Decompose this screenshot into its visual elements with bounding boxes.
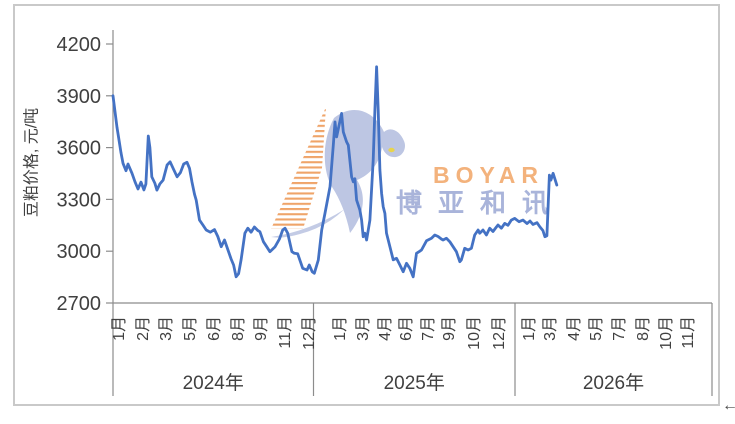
- month-tick-label: 8月: [230, 316, 247, 341]
- logo-underswoosh: [271, 198, 354, 238]
- month-tick-label: 4月: [377, 316, 394, 341]
- chart-frame: [13, 4, 720, 406]
- month-tick-label: 3月: [542, 316, 559, 341]
- y-tick-label: 3300: [57, 189, 102, 211]
- month-tick-label: 1月: [332, 316, 349, 341]
- month-tick-label: 3月: [158, 316, 175, 341]
- month-tick-label: 9月: [253, 316, 270, 341]
- month-tick-label: 8月: [635, 316, 652, 341]
- y-tick-label: 2700: [57, 293, 102, 315]
- logo-bird-eye: [388, 147, 395, 153]
- watermark-boyar-chinese-text: 博亚和讯: [396, 188, 565, 218]
- month-tick-label: 3月: [355, 316, 372, 341]
- month-tick-label: 11月: [680, 316, 697, 349]
- month-tick-label: 12月: [491, 316, 508, 350]
- month-tick-label: 1月: [521, 316, 538, 341]
- month-tick-label: 7月: [611, 316, 628, 341]
- month-tick-label: 11月: [277, 316, 294, 349]
- year-label: 2024年: [183, 372, 244, 394]
- month-tick-label: 4月: [566, 316, 583, 341]
- year-label: 2026年: [583, 372, 644, 394]
- month-tick-label: 12月: [301, 316, 318, 350]
- month-tick-label: 7月: [420, 316, 437, 341]
- watermark-boyar-text: BOYAR: [433, 162, 544, 188]
- month-tick-label: 6月: [206, 316, 223, 341]
- year-label: 2025年: [384, 372, 445, 394]
- month-tick-label: 6月: [398, 316, 415, 341]
- logo-speedlines: [271, 107, 326, 229]
- scroll-left-arrow-icon[interactable]: ←: [722, 397, 735, 414]
- y-tick-label: 4200: [57, 34, 102, 56]
- price-line: [111, 65, 559, 279]
- month-tick-label: 10月: [466, 316, 483, 350]
- y-tick-label: 3900: [57, 86, 102, 108]
- month-tick-label: 5月: [588, 316, 605, 341]
- month-tick-label: 9月: [441, 316, 458, 341]
- month-tick-label: 10月: [658, 316, 675, 350]
- y-tick-label: 3000: [57, 241, 102, 263]
- y-tick-label: 3600: [57, 138, 102, 160]
- month-tick-label: 1月: [111, 316, 128, 341]
- y-axis-title: 豆粕价格, 元/吨: [23, 107, 41, 218]
- month-tick-label: 5月: [182, 316, 199, 341]
- month-tick-label: 2月: [135, 316, 152, 341]
